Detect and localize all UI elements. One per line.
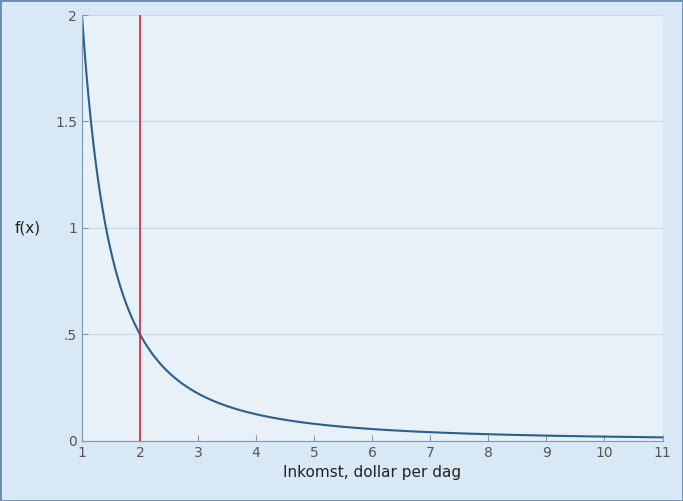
X-axis label: Inkomst, dollar per dag: Inkomst, dollar per dag bbox=[283, 465, 461, 480]
Y-axis label: f(x): f(x) bbox=[14, 220, 40, 235]
